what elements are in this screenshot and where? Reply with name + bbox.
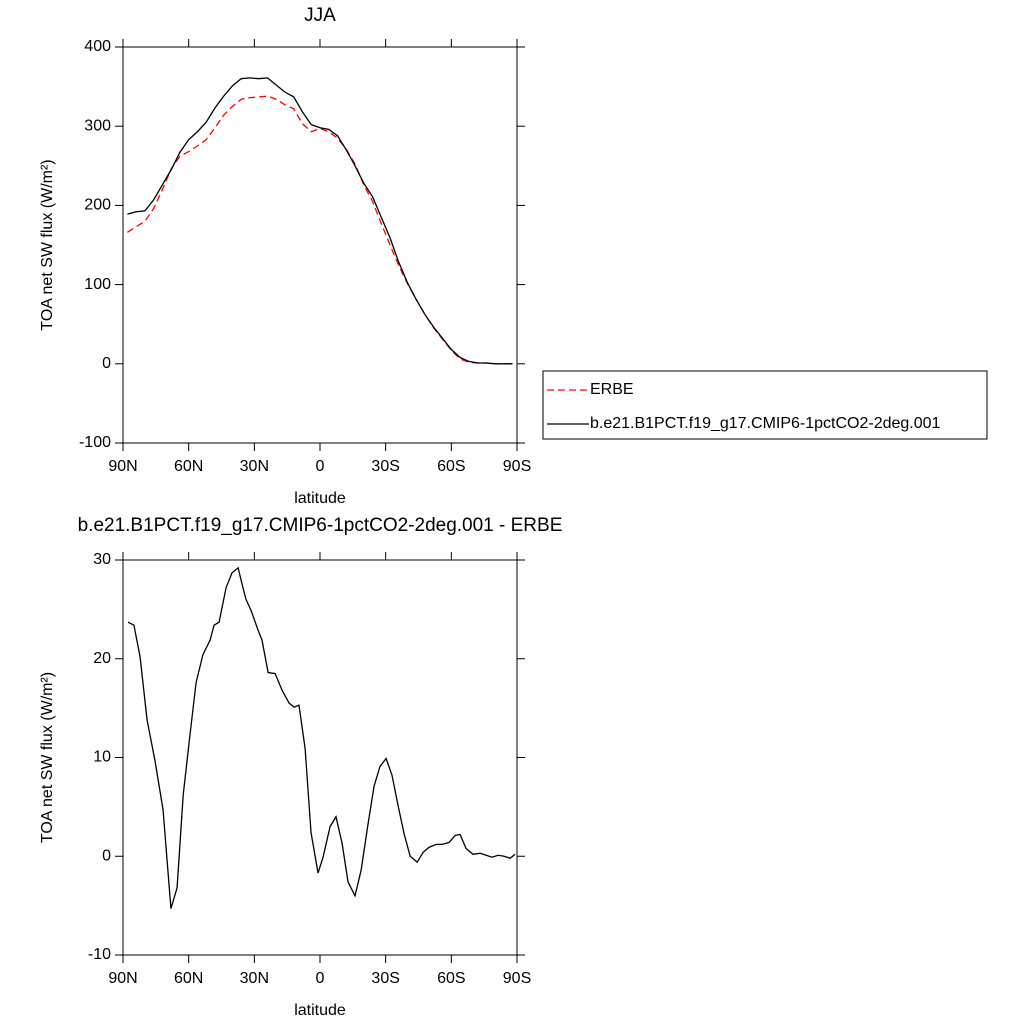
data-line (127, 95, 513, 365)
plot-frame (122, 46, 518, 444)
data-line (127, 566, 516, 909)
x-tick-label: 90S (503, 458, 531, 475)
chart-title: b.e21.B1PCT.f19_g17.CMIP6-1pctCO2-2deg.0… (78, 515, 563, 536)
legend-label: ERBE (590, 381, 634, 398)
x-tick-label: 60N (174, 970, 203, 987)
plot-frame (122, 559, 518, 956)
x-tick-label: 60S (437, 458, 465, 475)
y-tick-label: -10 (88, 946, 111, 963)
y-tick-label: 10 (93, 749, 111, 766)
y-tick-label: 100 (84, 276, 111, 293)
x-tick-label: 0 (316, 970, 325, 987)
y-tick-label: 20 (93, 650, 111, 667)
y-tick-label: 30 (93, 551, 111, 568)
x-tick-label: 30N (240, 458, 269, 475)
y-tick-label: -100 (79, 434, 111, 451)
chart-title: JJA (304, 5, 336, 26)
x-tick-label: 90N (108, 458, 137, 475)
y-tick-label: 400 (84, 38, 111, 55)
legend-box (542, 370, 988, 440)
data-line (127, 77, 513, 365)
legend-label: b.e21.B1PCT.f19_g17.CMIP6-1pctCO2-2deg.0… (590, 415, 941, 432)
x-tick-label: 30S (371, 458, 399, 475)
y-tick-label: 0 (102, 355, 111, 372)
x-tick-label: 0 (316, 458, 325, 475)
x-tick-label: 30N (240, 970, 269, 987)
y-axis-label: TOA net SW flux (W/m²) (39, 159, 56, 330)
y-tick-label: 300 (84, 117, 111, 134)
x-tick-label: 60N (174, 458, 203, 475)
x-axis-label: latitude (294, 1002, 346, 1019)
x-tick-label: 90N (108, 970, 137, 987)
y-tick-label: 0 (102, 847, 111, 864)
y-axis-label: TOA net SW flux (W/m²) (39, 672, 56, 843)
x-tick-label: 30S (371, 970, 399, 987)
x-tick-label: 60S (437, 970, 465, 987)
y-tick-label: 200 (84, 197, 111, 214)
x-axis-label: latitude (294, 490, 346, 507)
x-tick-label: 90S (503, 970, 531, 987)
